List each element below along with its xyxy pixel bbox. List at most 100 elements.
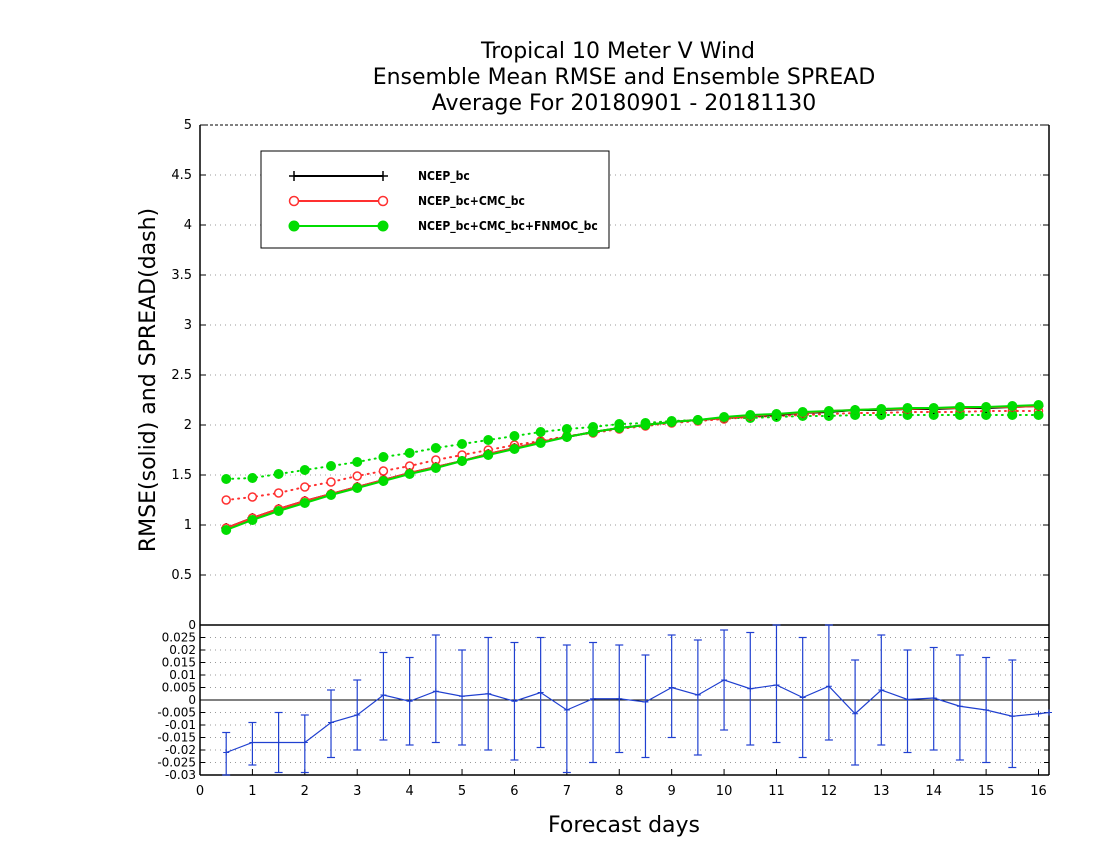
series-2-rmse-point — [352, 483, 363, 493]
series-2-rmse-point — [692, 415, 703, 425]
x-tick-label: 6 — [510, 784, 518, 799]
series-2-rmse-point — [797, 407, 808, 417]
series-2-rmse-point — [876, 404, 887, 414]
x-tick-label: 16 — [1030, 784, 1047, 799]
difference-point — [223, 749, 230, 756]
x-tick-label: 5 — [458, 784, 466, 799]
x-tick-label: 0 — [196, 784, 204, 799]
upper-y-tick-label: 2 — [184, 418, 192, 433]
lower-panel: -0.03-0.025-0.02-0.015-0.01-0.00500.0050… — [157, 618, 1052, 799]
series-2-spread-point — [352, 457, 363, 467]
upper-y-tick-label: 0.5 — [171, 568, 192, 583]
difference-point — [511, 698, 518, 705]
lower-y-tick-label: 0 — [188, 693, 196, 707]
series-2-spread-point — [299, 465, 310, 475]
series-2-rmse-point — [954, 402, 965, 412]
chart-title-line-3: Average For 20180901 - 20181130 — [432, 91, 817, 116]
lower-y-tick-label: -0.02 — [165, 743, 196, 757]
series-2-spread-point — [430, 443, 441, 453]
difference-point — [485, 690, 492, 697]
x-tick-label: 4 — [405, 784, 413, 799]
difference-point — [563, 707, 570, 713]
difference-point — [275, 739, 282, 746]
series-2-rmse-point — [902, 403, 913, 413]
lower-y-tick-label: 0.02 — [169, 643, 196, 657]
difference-point — [799, 694, 806, 701]
series-2-rmse-point — [378, 476, 389, 486]
series-2-spread-point — [221, 474, 232, 484]
chart-title-line-2: Ensemble Mean RMSE and Ensemble SPREAD — [373, 65, 876, 90]
difference-point — [380, 692, 387, 698]
series-2-rmse-point — [771, 409, 782, 419]
x-tick-label: 3 — [353, 784, 361, 799]
upper-y-tick-label: 3 — [184, 318, 192, 333]
difference-point — [694, 692, 701, 698]
legend-item: NCEP_bc — [289, 169, 470, 184]
series-2-rmse-point — [247, 515, 258, 525]
difference-point — [668, 684, 675, 691]
difference-point — [432, 688, 439, 695]
error-bar — [641, 654, 650, 759]
difference-point — [956, 703, 963, 710]
x-tick-label: 7 — [563, 784, 571, 799]
series-2-rmse-point — [430, 463, 441, 473]
series-1-spread-point — [326, 477, 336, 487]
legend-box — [260, 150, 610, 249]
upper-y-tick-label: 3.5 — [171, 268, 192, 283]
series-1-spread-point — [247, 492, 258, 502]
legend-label: NCEP_bc+CMC_bc — [418, 194, 525, 209]
series-2-rmse-point — [509, 444, 520, 454]
series-2-rmse-point — [299, 498, 310, 508]
series-1-spread-point — [352, 471, 362, 481]
difference-point — [825, 683, 832, 690]
difference-point — [590, 695, 597, 702]
difference-point — [459, 693, 466, 700]
x-tick-label: 15 — [978, 784, 995, 799]
series-2-rmse-point — [981, 402, 992, 412]
lower-y-tick-label: -0.03 — [165, 768, 196, 782]
series-2-spread-point — [1033, 410, 1044, 420]
legend-label: NCEP_bc+CMC_bc+FNMOC_bc — [418, 219, 598, 234]
legend-label: NCEP_bc — [418, 169, 470, 184]
upper-y-tick-label: 2.5 — [171, 368, 192, 383]
series-2-spread-point — [483, 435, 494, 445]
series-2-rmse-point — [588, 427, 599, 437]
legend: NCEP_bc NCEP_bc+CMC_bc NCEP_bc+CMC_bc+FNMO… — [260, 150, 610, 249]
series-2-spread-point — [273, 469, 284, 479]
x-tick-label: 2 — [301, 784, 309, 799]
y-axis-label: RMSE(solid) and SPREAD(dash) — [136, 208, 161, 552]
legend-item: NCEP_bc+CMC_bc+FNMOC_bc — [288, 219, 598, 234]
series-2-spread-point — [326, 461, 337, 471]
difference-point — [616, 695, 623, 702]
series-2-spread-point — [404, 448, 415, 458]
difference-point — [328, 719, 335, 726]
legend-item: NCEP_bc+CMC_bc — [288, 194, 525, 209]
lower-y-tick-label: -0.01 — [165, 718, 196, 732]
series-2-rmse-point — [535, 438, 546, 448]
x-tick-label: 13 — [873, 784, 890, 799]
series-2-spread-point — [457, 439, 468, 449]
series-2-rmse-point — [614, 423, 625, 433]
x-tick-label: 9 — [668, 784, 676, 799]
difference-point — [930, 695, 937, 701]
lower-y-tick-label: 0.005 — [162, 681, 196, 695]
lower-y-tick-label: 0.025 — [162, 631, 196, 645]
legend-marker — [288, 220, 300, 232]
series-1-spread-point — [300, 482, 310, 492]
lower-y-tick-label: -0.015 — [157, 731, 196, 745]
series-2-rmse-point — [273, 506, 284, 516]
series-2-rmse-point — [1033, 400, 1044, 410]
legend-marker — [377, 220, 389, 232]
x-tick-label: 11 — [768, 784, 785, 799]
series-2-spread-point — [509, 431, 520, 441]
difference-point — [642, 699, 649, 705]
series-1-spread-point — [221, 495, 231, 505]
difference-point — [354, 712, 361, 718]
upper-y-tick-label: 1.5 — [171, 468, 192, 483]
legend-marker — [377, 195, 389, 207]
series-2-spread-point — [535, 427, 546, 437]
series-2-rmse-point — [326, 490, 337, 500]
series-2-rmse-point — [404, 469, 415, 479]
series-2-rmse-point — [745, 410, 756, 420]
